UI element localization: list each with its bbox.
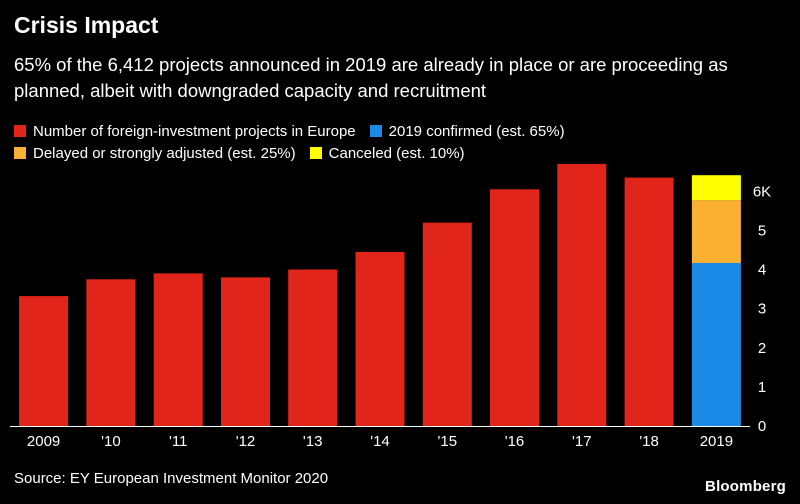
- legend-item-confirmed: 2019 confirmed (est. 65%): [369, 122, 565, 140]
- x-tick-label: '14: [370, 433, 390, 450]
- chart-title: Crisis Impact: [14, 12, 159, 38]
- x-tick-label: '17: [572, 433, 592, 450]
- x-tick-label: '11: [169, 433, 187, 450]
- legend-item-total: Number of foreign-investment projects in…: [14, 123, 356, 140]
- legend-item-delayed: Delayed or strongly adjusted (est. 25%): [14, 145, 296, 162]
- legend-swatch-orange: [14, 147, 26, 159]
- x-tick-label: '12: [236, 433, 256, 450]
- x-tick-label: 2009: [27, 433, 60, 450]
- y-tick-label: 5: [758, 222, 766, 239]
- legend-label: 2019 confirmed (est. 65%): [388, 122, 565, 140]
- y-tick-label: 6K: [753, 183, 771, 200]
- y-tick-label: 4: [758, 262, 766, 279]
- bar-18-series-0: [624, 177, 674, 426]
- x-tick-label: '10: [101, 433, 121, 450]
- bar-14-series-0: [355, 251, 405, 426]
- legend-swatch-yellow: [309, 147, 322, 159]
- y-tick-label: 2: [758, 340, 766, 357]
- legend-swatch-red: [14, 125, 26, 137]
- legend-label: Delayed or strongly adjusted (est. 25%): [33, 144, 296, 162]
- y-tick-label: 3: [758, 301, 766, 318]
- bar-16-series-0: [490, 189, 539, 426]
- bloomberg-logo: Bloomberg: [705, 478, 786, 495]
- bar-2019-series-2: [691, 200, 741, 263]
- y-tick-label: 0: [758, 418, 766, 435]
- bar-10-series-0: [86, 279, 136, 426]
- legend-label: Canceled (est. 10%): [328, 144, 465, 162]
- bar-2019-series-3: [691, 175, 741, 201]
- bar-15-series-0: [422, 222, 472, 426]
- bar-2019-series-1: [691, 263, 741, 426]
- legend-label: Number of foreign-investment projects in…: [33, 122, 356, 140]
- y-tick-label: 1: [758, 379, 766, 396]
- chart-subtitle: 65% of the 6,412 projects announced in 2…: [14, 54, 728, 101]
- bar-2009-series-0: [19, 296, 69, 426]
- legend: Number of foreign-investment projects in…: [14, 120, 794, 164]
- source-note: Source: EY European Investment Monitor 2…: [14, 470, 329, 487]
- bar-12-series-0: [221, 277, 270, 426]
- x-tick-label: 2019: [700, 433, 733, 450]
- legend-item-canceled: Canceled (est. 10%): [309, 144, 465, 162]
- bar-13-series-0: [288, 269, 338, 426]
- x-tick-label: '15: [438, 433, 458, 450]
- legend-swatch-blue: [369, 125, 382, 137]
- x-tick-label: '13: [303, 433, 323, 450]
- bar-11-series-0: [153, 273, 203, 426]
- bar-17-series-0: [557, 163, 607, 426]
- x-tick-label: '18: [639, 433, 659, 450]
- x-tick-label: '16: [505, 433, 525, 450]
